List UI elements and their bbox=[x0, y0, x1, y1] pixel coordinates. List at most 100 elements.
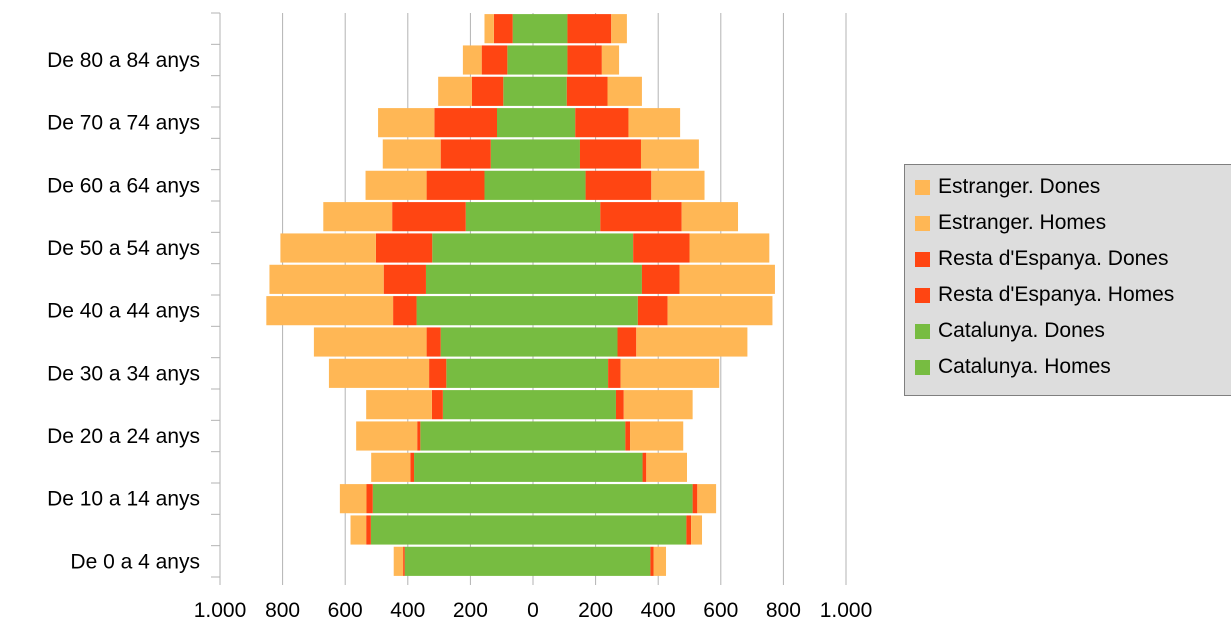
bar-segment bbox=[372, 484, 533, 514]
y-tick-label: De 30 a 34 anys bbox=[47, 362, 200, 385]
x-tick-label: 200 bbox=[578, 599, 613, 621]
bar-segment bbox=[417, 421, 421, 451]
bar-segment bbox=[507, 45, 533, 75]
bar-segment bbox=[691, 515, 703, 545]
bar-segment bbox=[533, 264, 642, 294]
bar-segment bbox=[533, 76, 567, 106]
bar-segment bbox=[512, 14, 533, 44]
bar-segment bbox=[533, 233, 634, 263]
bar-segment bbox=[620, 358, 720, 388]
bar-segment bbox=[533, 14, 568, 44]
bar-segment bbox=[585, 170, 652, 200]
x-tick-label: 600 bbox=[703, 599, 738, 621]
bar-segment bbox=[533, 452, 643, 482]
bar-segment bbox=[533, 390, 616, 420]
legend-item: Estranger. Homes bbox=[915, 208, 1106, 238]
bar-segment bbox=[269, 264, 384, 294]
bar-segment bbox=[503, 76, 533, 106]
y-tick-label: De 20 a 24 anys bbox=[47, 425, 200, 448]
bar-segment bbox=[533, 45, 568, 75]
bar-segment bbox=[630, 421, 684, 451]
y-tick-label: De 50 a 54 anys bbox=[47, 237, 200, 260]
bar-segment bbox=[640, 139, 699, 169]
bar-segment bbox=[365, 170, 427, 200]
bar-segment bbox=[566, 76, 608, 106]
bar-segment bbox=[393, 296, 417, 326]
x-tick-label: 800 bbox=[265, 599, 300, 621]
y-tick-label: De 60 a 64 anys bbox=[47, 174, 200, 197]
x-tick-label: 400 bbox=[390, 599, 425, 621]
bar-segment bbox=[383, 264, 426, 294]
bar-segment bbox=[692, 484, 698, 514]
bar-segment bbox=[425, 264, 533, 294]
bar-segment bbox=[533, 296, 638, 326]
bar-segment bbox=[653, 546, 667, 576]
bar-segment bbox=[438, 76, 472, 106]
y-tick-label: De 0 a 4 anys bbox=[70, 550, 200, 573]
bar-segment bbox=[617, 327, 637, 357]
bar-segment bbox=[471, 76, 504, 106]
bar-segment bbox=[646, 452, 687, 482]
bar-segment bbox=[615, 390, 624, 420]
bar-segment bbox=[440, 139, 491, 169]
bar-segment bbox=[686, 515, 692, 545]
bar-segment bbox=[432, 233, 533, 263]
legend-item: Catalunya. Homes bbox=[915, 352, 1111, 382]
legend-label: Estranger. Homes bbox=[938, 211, 1107, 234]
legend-label: Resta d'Espanya. Homes bbox=[938, 283, 1175, 306]
bar-segment bbox=[642, 452, 647, 482]
y-tick-label: De 10 a 14 anys bbox=[47, 488, 200, 511]
bar-segment bbox=[375, 233, 433, 263]
x-tick-label: 200 bbox=[453, 599, 488, 621]
bar-segment bbox=[481, 45, 508, 75]
bar-segment bbox=[350, 515, 367, 545]
bar-segment bbox=[533, 546, 651, 576]
bar-segment bbox=[533, 202, 601, 232]
bar-segment bbox=[625, 421, 631, 451]
bar-segment bbox=[431, 390, 443, 420]
legend-swatch bbox=[915, 323, 930, 339]
bar-segment bbox=[633, 233, 690, 263]
bar-segment bbox=[442, 390, 533, 420]
bar-segment bbox=[533, 484, 693, 514]
bar-segment bbox=[440, 327, 533, 357]
legend-item: Catalunya. Dones bbox=[915, 316, 1105, 346]
bar-segment bbox=[567, 45, 602, 75]
bar-segment bbox=[641, 264, 680, 294]
bar-segment bbox=[366, 515, 371, 545]
y-tick-label: De 70 a 74 anys bbox=[47, 112, 200, 135]
legend-swatch bbox=[915, 287, 930, 303]
bar-segment bbox=[611, 14, 627, 44]
x-tick-label: 1.000 bbox=[820, 599, 873, 621]
bar-segment bbox=[484, 170, 533, 200]
x-tick-label: 600 bbox=[328, 599, 363, 621]
bar-segment bbox=[636, 327, 748, 357]
legend-label: Catalunya. Homes bbox=[938, 355, 1111, 378]
bar-segment bbox=[651, 170, 705, 200]
bar-segment bbox=[484, 14, 494, 44]
bar-segment bbox=[567, 14, 612, 44]
bar-segment bbox=[339, 484, 367, 514]
x-tick-label: 400 bbox=[641, 599, 676, 621]
bar-segment bbox=[328, 358, 430, 388]
bar-segment bbox=[323, 202, 393, 232]
bar-segment bbox=[404, 546, 533, 576]
bar-segment bbox=[600, 202, 682, 232]
bar-segment bbox=[266, 296, 394, 326]
bar-segment bbox=[667, 296, 773, 326]
bar-segment bbox=[465, 202, 533, 232]
bar-segment bbox=[493, 14, 513, 44]
bar-segment bbox=[608, 358, 621, 388]
bar-segment bbox=[607, 76, 642, 106]
bar-segment bbox=[393, 546, 404, 576]
bar-segment bbox=[628, 108, 681, 138]
y-axis-tick-labels: De 0 a 4 anys De 10 a 14 anys De 20 a 24 a… bbox=[47, 49, 200, 573]
bar-segment bbox=[426, 170, 485, 200]
bar-segment bbox=[416, 296, 533, 326]
y-tick-label: De 80 a 84 anys bbox=[47, 49, 200, 72]
bar-segment bbox=[681, 202, 739, 232]
bar-segment bbox=[366, 484, 373, 514]
bar-segment bbox=[575, 108, 629, 138]
bar-segment bbox=[313, 327, 427, 357]
